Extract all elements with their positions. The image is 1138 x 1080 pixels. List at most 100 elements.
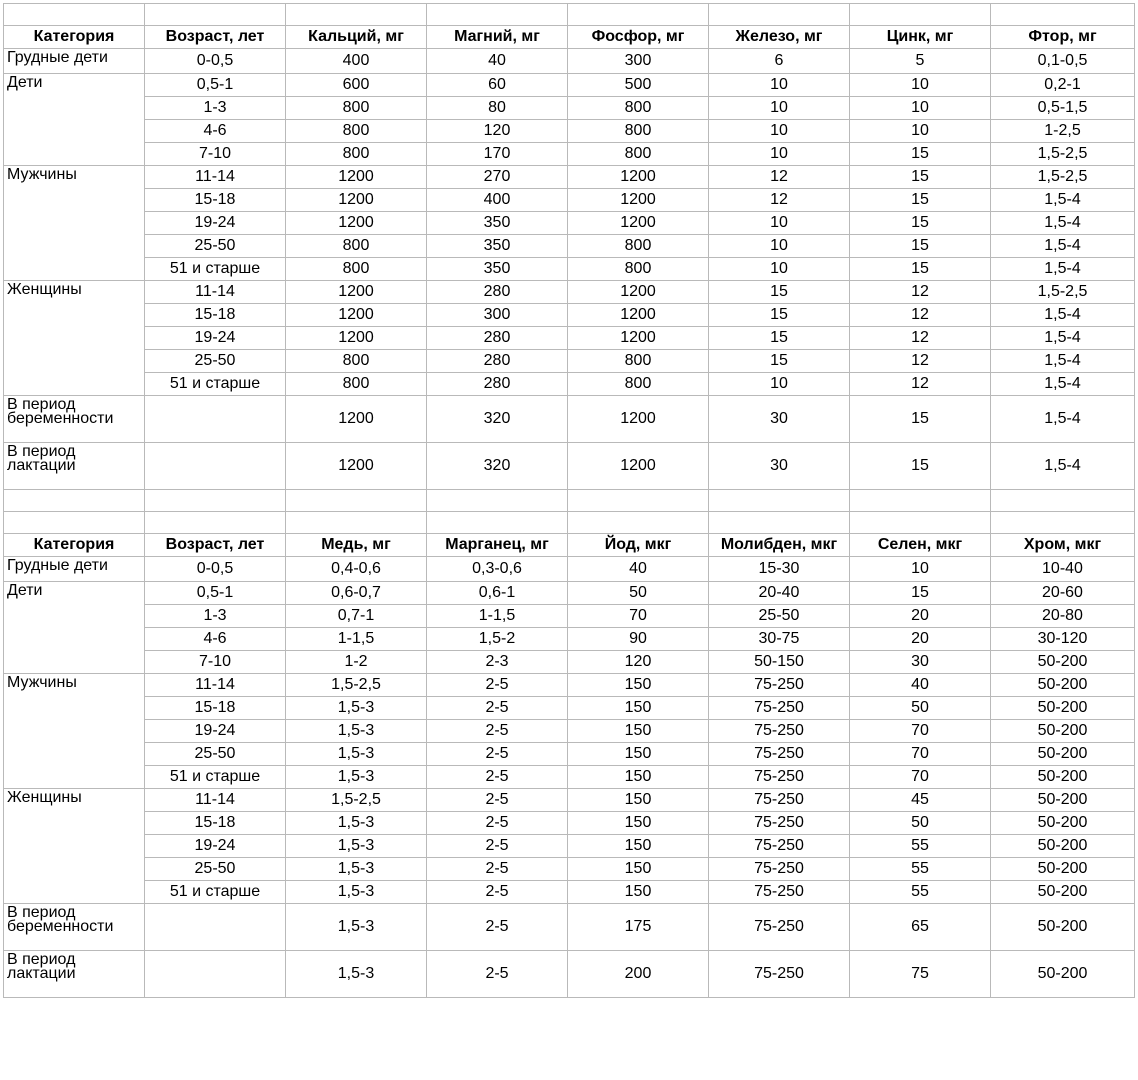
- value-cell[interactable]: 2-5: [426, 834, 568, 858]
- value-cell[interactable]: 2-5: [426, 811, 568, 835]
- value-cell[interactable]: 12: [849, 303, 991, 327]
- column-header[interactable]: Возраст, лет: [144, 25, 286, 49]
- age-cell[interactable]: 15-18: [144, 303, 286, 327]
- age-cell[interactable]: 19-24: [144, 834, 286, 858]
- value-cell[interactable]: 30: [708, 395, 850, 443]
- value-cell[interactable]: 10: [708, 96, 850, 120]
- age-cell[interactable]: [144, 395, 286, 443]
- value-cell[interactable]: 50-200: [990, 811, 1135, 835]
- value-cell[interactable]: 10: [849, 96, 991, 120]
- value-cell[interactable]: 150: [567, 696, 709, 720]
- value-cell[interactable]: 1-1,5: [285, 627, 427, 651]
- empty-cell[interactable]: [708, 3, 850, 26]
- value-cell[interactable]: 300: [426, 303, 568, 327]
- column-header[interactable]: Медь, мг: [285, 533, 427, 557]
- value-cell[interactable]: 0,5-1,5: [990, 96, 1135, 120]
- value-cell[interactable]: 2-5: [426, 696, 568, 720]
- value-cell[interactable]: 1,5-3: [285, 765, 427, 789]
- value-cell[interactable]: 800: [285, 257, 427, 281]
- value-cell[interactable]: 1,5-4: [990, 395, 1135, 443]
- value-cell[interactable]: 12: [708, 165, 850, 189]
- value-cell[interactable]: 1,5-4: [990, 372, 1135, 396]
- category-cell[interactable]: В период лактации: [3, 442, 145, 490]
- value-cell[interactable]: 50-200: [990, 857, 1135, 881]
- value-cell[interactable]: 70: [849, 719, 991, 743]
- value-cell[interactable]: 1,5-3: [285, 742, 427, 766]
- value-cell[interactable]: 1-1,5: [426, 604, 568, 628]
- empty-cell[interactable]: [3, 511, 145, 534]
- value-cell[interactable]: 1,5-2,5: [285, 788, 427, 812]
- value-cell[interactable]: 1200: [285, 303, 427, 327]
- value-cell[interactable]: 15: [708, 303, 850, 327]
- value-cell[interactable]: 80: [426, 96, 568, 120]
- value-cell[interactable]: 2-5: [426, 742, 568, 766]
- value-cell[interactable]: 55: [849, 857, 991, 881]
- value-cell[interactable]: 60: [426, 73, 568, 97]
- empty-cell[interactable]: [285, 3, 427, 26]
- value-cell[interactable]: 50-200: [990, 834, 1135, 858]
- category-cell[interactable]: Грудные дети: [3, 556, 145, 582]
- value-cell[interactable]: 1,5-3: [285, 719, 427, 743]
- value-cell[interactable]: 25-50: [708, 604, 850, 628]
- value-cell[interactable]: 40: [567, 556, 709, 582]
- value-cell[interactable]: 175: [567, 903, 709, 951]
- value-cell[interactable]: 0,2-1: [990, 73, 1135, 97]
- value-cell[interactable]: 280: [426, 280, 568, 304]
- value-cell[interactable]: 50-200: [990, 719, 1135, 743]
- value-cell[interactable]: 1,5-4: [990, 326, 1135, 350]
- value-cell[interactable]: 350: [426, 234, 568, 258]
- empty-cell[interactable]: [849, 489, 991, 512]
- value-cell[interactable]: 50-200: [990, 880, 1135, 904]
- value-cell[interactable]: 1,5-4: [990, 303, 1135, 327]
- value-cell[interactable]: 270: [426, 165, 568, 189]
- age-cell[interactable]: 25-50: [144, 857, 286, 881]
- category-cell[interactable]: Дети: [3, 581, 145, 674]
- value-cell[interactable]: 800: [567, 234, 709, 258]
- value-cell[interactable]: 1200: [567, 442, 709, 490]
- value-cell[interactable]: 1,5-2: [426, 627, 568, 651]
- age-cell[interactable]: 15-18: [144, 811, 286, 835]
- empty-cell[interactable]: [426, 511, 568, 534]
- value-cell[interactable]: 800: [567, 96, 709, 120]
- value-cell[interactable]: 800: [285, 96, 427, 120]
- value-cell[interactable]: 1,5-4: [990, 442, 1135, 490]
- category-cell[interactable]: Грудные дети: [3, 48, 145, 74]
- value-cell[interactable]: 1200: [285, 188, 427, 212]
- age-cell[interactable]: 11-14: [144, 280, 286, 304]
- age-cell[interactable]: 51 и старше: [144, 765, 286, 789]
- value-cell[interactable]: 10-40: [990, 556, 1135, 582]
- category-cell[interactable]: Мужчины: [3, 673, 145, 789]
- value-cell[interactable]: 800: [567, 257, 709, 281]
- value-cell[interactable]: 20: [849, 604, 991, 628]
- value-cell[interactable]: 12: [849, 280, 991, 304]
- value-cell[interactable]: 2-5: [426, 765, 568, 789]
- value-cell[interactable]: 1200: [285, 280, 427, 304]
- value-cell[interactable]: 70: [849, 742, 991, 766]
- value-cell[interactable]: 0,6-1: [426, 581, 568, 605]
- value-cell[interactable]: 75-250: [708, 673, 850, 697]
- value-cell[interactable]: 2-5: [426, 673, 568, 697]
- value-cell[interactable]: 10: [708, 257, 850, 281]
- age-cell[interactable]: 7-10: [144, 142, 286, 166]
- value-cell[interactable]: 75-250: [708, 788, 850, 812]
- value-cell[interactable]: 1200: [285, 211, 427, 235]
- value-cell[interactable]: 1200: [567, 165, 709, 189]
- value-cell[interactable]: 65: [849, 903, 991, 951]
- value-cell[interactable]: 300: [567, 48, 709, 74]
- value-cell[interactable]: 15: [849, 257, 991, 281]
- value-cell[interactable]: 1-2: [285, 650, 427, 674]
- column-header[interactable]: Железо, мг: [708, 25, 850, 49]
- value-cell[interactable]: 15: [708, 326, 850, 350]
- value-cell[interactable]: 800: [285, 142, 427, 166]
- column-header[interactable]: Хром, мкг: [990, 533, 1135, 557]
- value-cell[interactable]: 75: [849, 950, 991, 998]
- value-cell[interactable]: 75-250: [708, 719, 850, 743]
- value-cell[interactable]: 30-75: [708, 627, 850, 651]
- value-cell[interactable]: 50-200: [990, 765, 1135, 789]
- value-cell[interactable]: 15: [849, 211, 991, 235]
- column-header[interactable]: Фосфор, мг: [567, 25, 709, 49]
- value-cell[interactable]: 50-200: [990, 903, 1135, 951]
- value-cell[interactable]: 10: [708, 119, 850, 143]
- value-cell[interactable]: 1200: [285, 442, 427, 490]
- value-cell[interactable]: 12: [849, 372, 991, 396]
